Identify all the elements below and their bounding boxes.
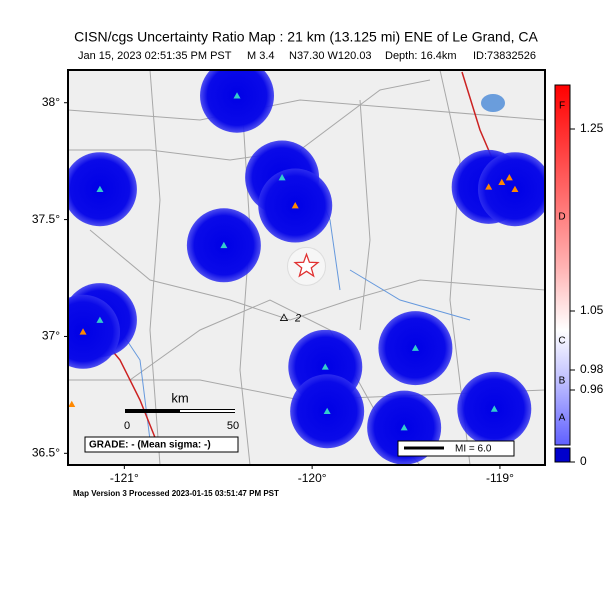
map-frame <box>67 69 546 466</box>
station <box>68 400 76 408</box>
station <box>323 407 331 415</box>
event-id: ID:73832526 <box>473 50 536 62</box>
scale-start: 0 <box>124 420 130 432</box>
grade-text: GRADE: - (Mean sigma: -) <box>89 440 211 451</box>
footer-text: Map Version 3 Processed 2023-01-15 03:51… <box>73 489 279 498</box>
event-magnitude: M 3.4 <box>247 50 275 62</box>
river <box>349 269 471 321</box>
scale-end: 50 <box>227 420 239 432</box>
lon-tick-label: -119° <box>486 471 514 485</box>
road <box>439 70 471 465</box>
lake <box>481 94 505 112</box>
scale-bar-segment <box>180 410 235 412</box>
colorbar-grade: F <box>559 101 565 112</box>
lat-tick-label: 36.5° <box>32 445 60 459</box>
uncertainty-disk <box>68 294 121 369</box>
station <box>485 183 493 190</box>
lat-tick-label: 37.5° <box>32 212 60 226</box>
epicenter <box>293 252 320 278</box>
uncertainty-disk <box>477 152 545 227</box>
grade-box <box>84 436 239 453</box>
lon-tick-label: -121° <box>110 471 139 485</box>
colorbar-grade: A <box>559 413 566 424</box>
colorbar-tick-label: 0.96 <box>580 382 604 396</box>
colorbar-tick-label: 0 <box>580 454 587 468</box>
road <box>359 99 371 331</box>
station-marks: 2 <box>68 92 519 431</box>
station <box>321 363 329 370</box>
station <box>278 174 286 181</box>
station <box>233 92 241 99</box>
map-title: CISN/cgs Uncertainty Ratio Map : 21 km (… <box>74 29 538 45</box>
station <box>79 328 87 335</box>
station <box>511 185 519 193</box>
station-open <box>279 313 289 321</box>
event-location: N37.30 W120.03 <box>289 50 372 62</box>
road <box>149 70 161 465</box>
event-depth: Depth: 16.4km <box>385 50 457 62</box>
lat-tick-label: 38° <box>42 95 60 109</box>
colorbar-grade: D <box>558 212 565 223</box>
scale-unit: km <box>171 390 188 405</box>
uncertainty-disk <box>68 152 137 227</box>
colorbar-tick-label: 1.05 <box>580 303 604 317</box>
station <box>96 316 104 323</box>
station <box>411 344 419 351</box>
legend-text: MI = 6.0 <box>455 444 492 455</box>
colorbar-grade: C <box>558 336 565 347</box>
road <box>68 379 545 401</box>
lat-tick-label: 37° <box>42 329 60 343</box>
colorbar-tick-label: 0.98 <box>580 362 604 376</box>
colorbar-zero-box <box>554 447 571 463</box>
uncertainty-disk <box>200 70 275 133</box>
station <box>96 185 104 193</box>
station <box>400 424 408 431</box>
legend-box <box>397 440 515 457</box>
station <box>220 241 228 249</box>
lon-tick-label: -120° <box>298 471 327 485</box>
colorbar-grade: B <box>559 376 566 387</box>
station <box>498 178 506 185</box>
road <box>89 229 545 321</box>
station <box>490 405 498 412</box>
station <box>505 174 513 181</box>
station <box>291 202 299 209</box>
road <box>239 70 251 465</box>
colorbar-tick-label: 1.25 <box>580 121 604 135</box>
event-date: Jan 15, 2023 02:51:35 PM PST <box>78 50 232 62</box>
colorbar <box>554 84 571 446</box>
station-label: 2 <box>294 313 301 325</box>
